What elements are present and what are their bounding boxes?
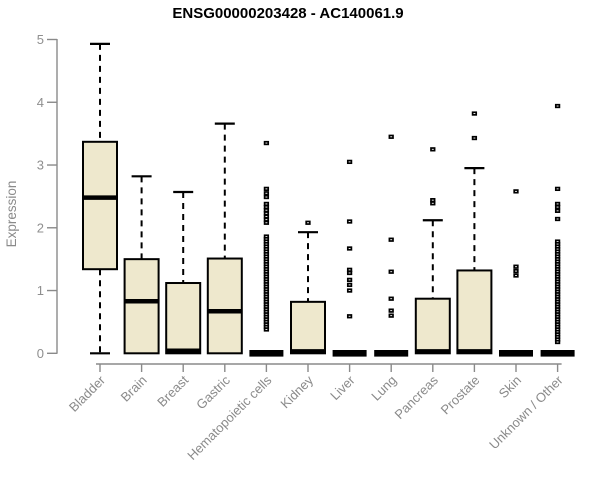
box [82,140,118,271]
collapsed-box [332,350,367,357]
box [123,258,160,355]
y-tick-label: 4 [37,95,44,110]
outlier-point [513,264,519,269]
outlier-point [346,288,353,293]
x-tick-label: Lung [368,373,399,404]
x-tick-label: Brain [118,373,150,405]
x-tick-label: Liver [327,372,358,403]
outlier-point [346,270,353,276]
box [456,269,493,355]
x-tick-label: Prostate [438,373,483,418]
outlier-point [263,201,270,207]
outlier-point [388,269,394,274]
y-tick-label: 1 [37,283,44,298]
outlier-point [263,191,270,196]
outlier-point [554,103,561,109]
outlier-point [554,216,561,222]
outlier-point [263,186,270,192]
outlier-point [263,194,270,200]
outlier-point [263,211,270,216]
outlier-point [513,189,519,194]
collapsed-box [499,350,533,357]
outlier-point [388,134,394,139]
outlier-point [346,277,353,283]
outlier-point [346,219,353,224]
x-tick-label: Unknown / Other [486,372,566,452]
outlier-point [263,220,270,225]
outlier-point [430,201,436,206]
outlier-point [554,186,561,192]
outlier-point [430,147,436,152]
outlier-point [513,268,519,274]
collapsed-box [249,350,284,357]
outlier-point [263,217,270,222]
outlier-point [263,327,270,332]
outlier-point [346,159,353,165]
collapsed-box [374,350,409,357]
outlier-point [346,314,353,319]
outlier-point [471,111,478,116]
outlier-point [388,237,394,242]
x-tick-label: Bladder [66,372,109,415]
x-tick-label: Gastric [193,372,233,412]
outlier-point [388,308,394,313]
y-tick-label: 0 [37,346,44,361]
chart-title: ENSG00000203428 - AC140061.9 [172,5,404,22]
box [414,297,451,355]
collapsed-box [540,350,575,357]
outlier-point [263,214,270,219]
outlier-point [346,246,353,251]
outlier-point [263,204,270,210]
outlier-point [554,201,561,207]
x-tick-label: Breast [154,372,191,409]
outlier-point [346,282,353,288]
box [206,257,243,355]
x-tick-label: Pancreas [391,372,441,422]
outlier-point [263,208,270,213]
x-tick-label: Kidney [277,372,316,411]
x-tick-label: Skin [496,373,524,401]
outlier-point [430,198,436,203]
outlier-point [554,339,561,345]
outlier-point [263,140,270,146]
box [290,300,326,355]
outlier-point [513,273,519,278]
outlier-point [554,208,561,213]
box [165,282,202,355]
y-tick-label: 2 [37,220,44,235]
y-tick-label: 5 [37,32,44,47]
outlier-point [388,313,394,318]
y-tick-label: 3 [37,158,44,173]
outlier-point [554,204,561,210]
outlier-point [471,135,478,141]
outlier-point [346,267,353,272]
outlier-point [305,220,311,225]
outlier-point [388,296,394,301]
